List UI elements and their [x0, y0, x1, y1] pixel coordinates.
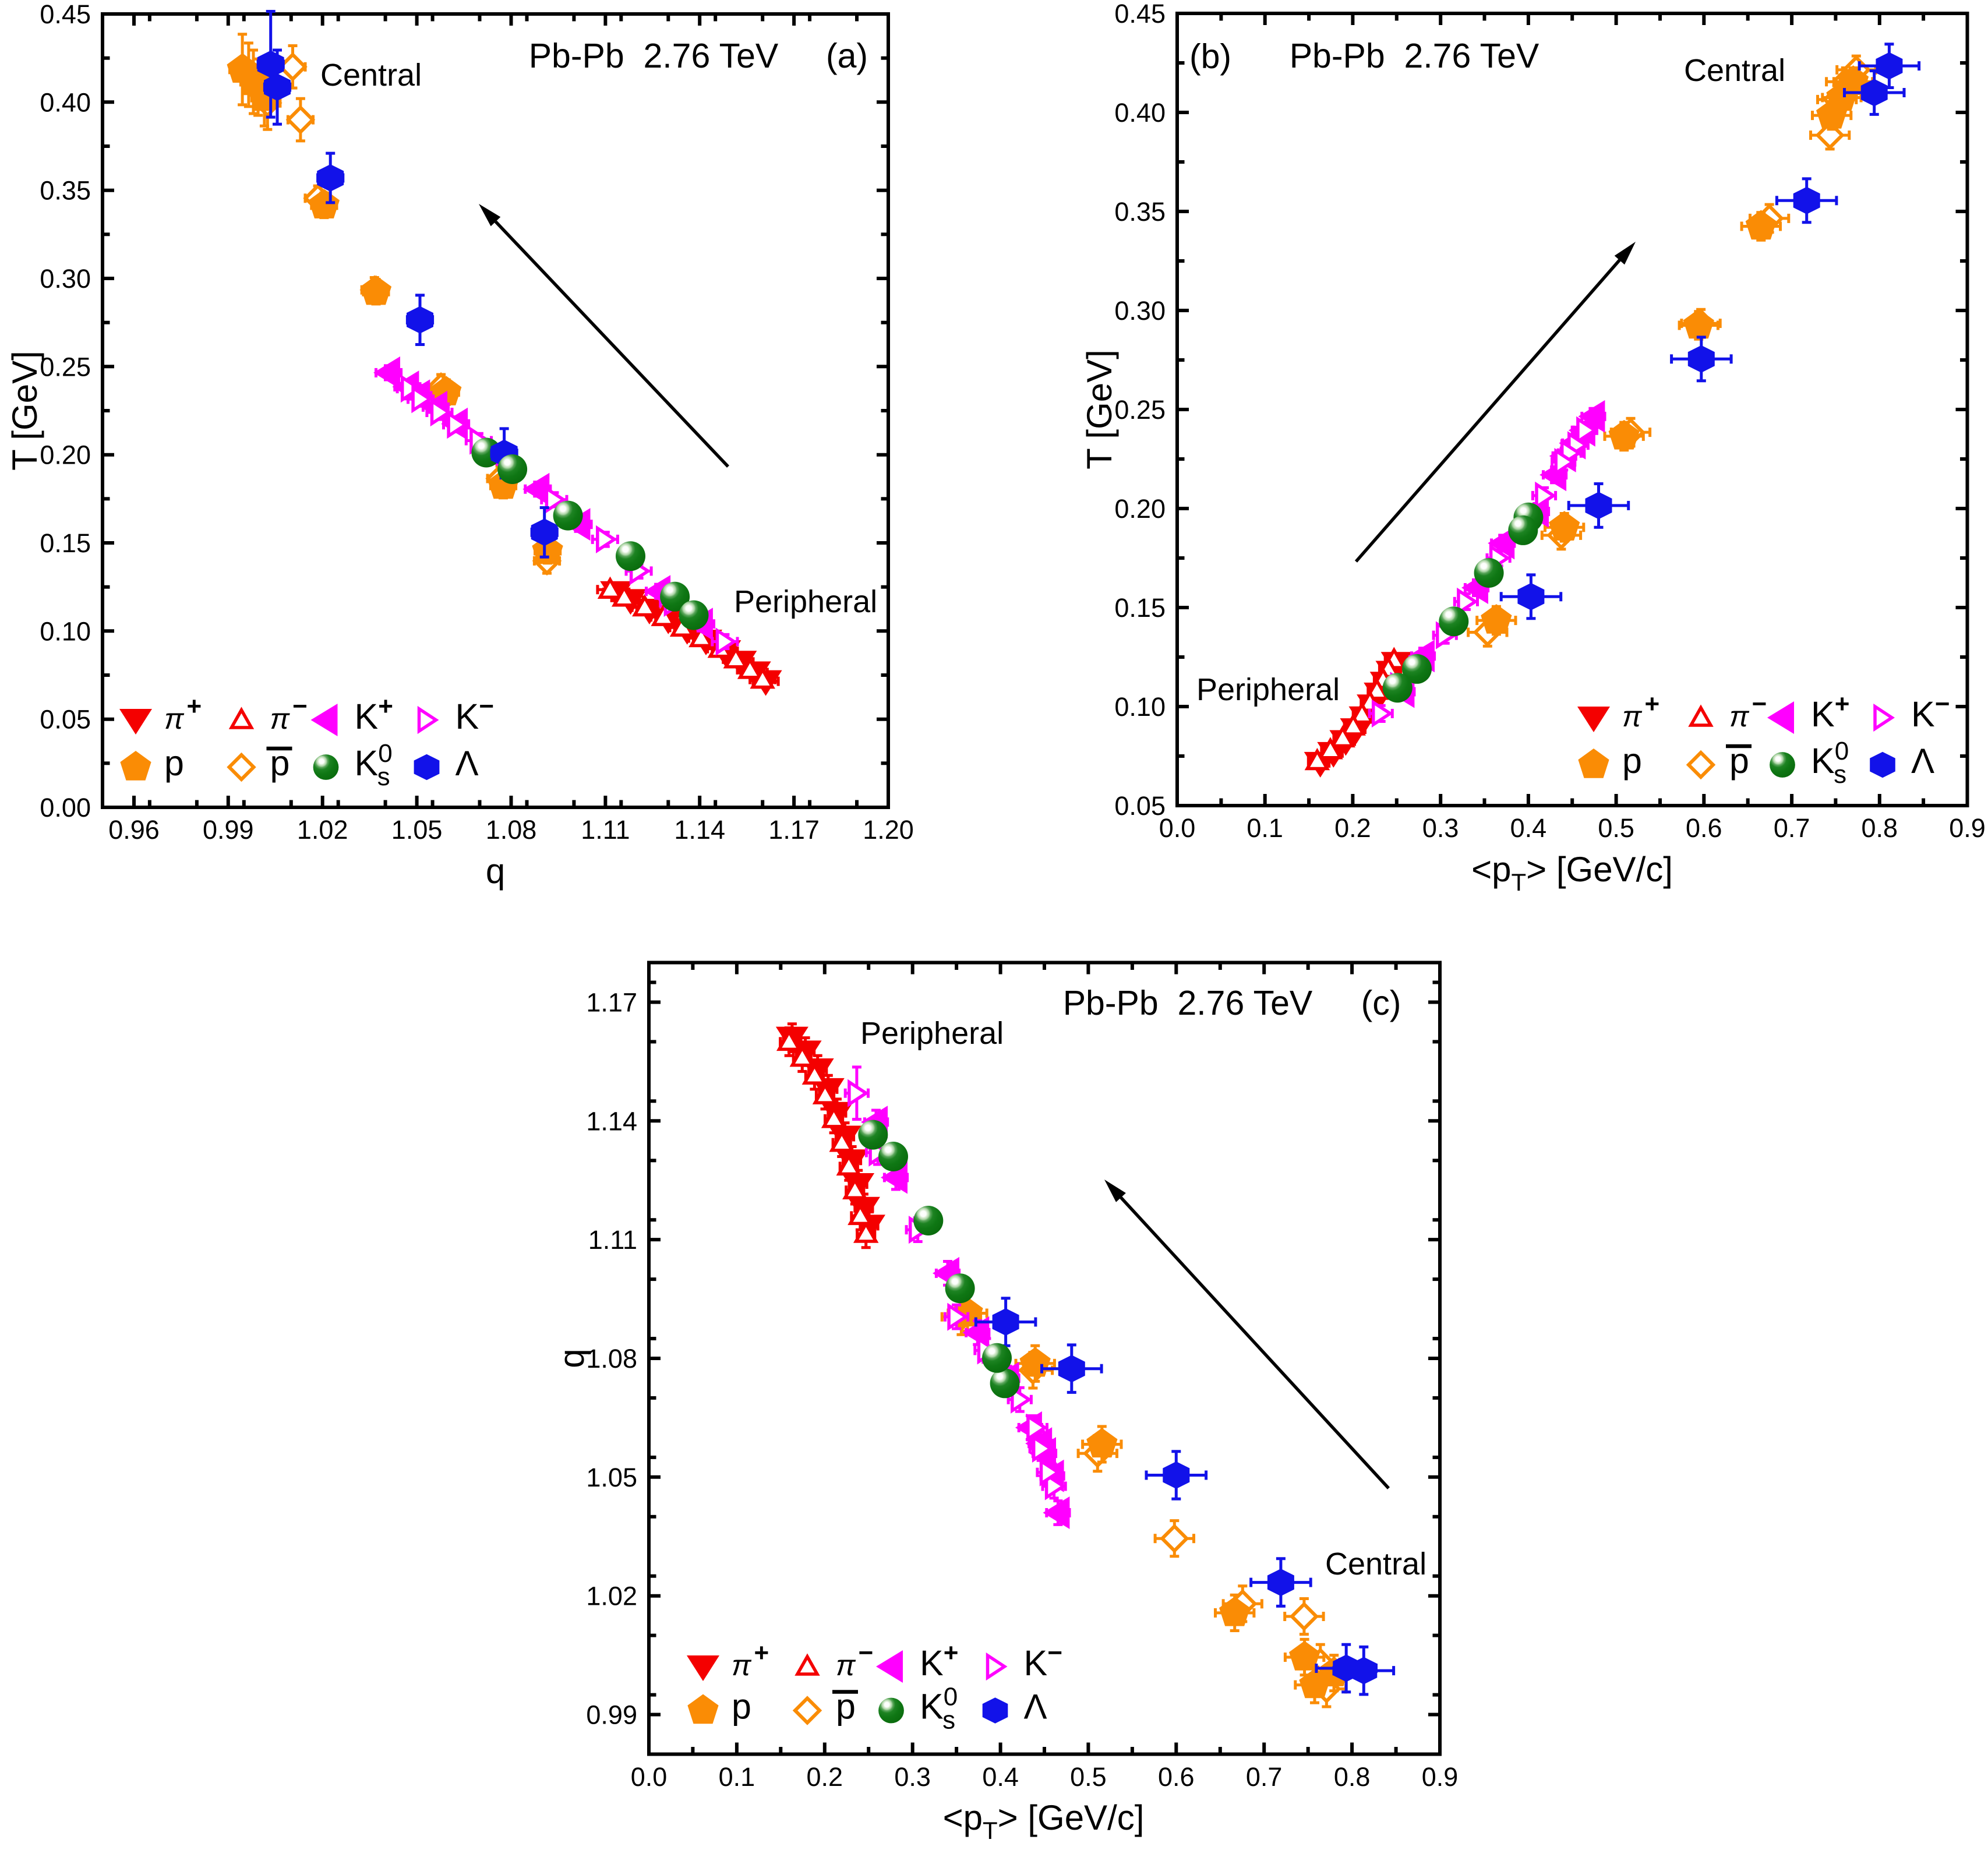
svg-text:(b): (b)	[1189, 37, 1231, 76]
svg-text:<pT> [GeV/c]: <pT> [GeV/c]	[1471, 850, 1673, 896]
svg-text:0.15: 0.15	[1114, 593, 1166, 623]
svg-text:0.4: 0.4	[1510, 813, 1547, 843]
svg-text:Peripheral: Peripheral	[860, 1016, 1004, 1051]
svg-text:0.2: 0.2	[807, 1762, 843, 1792]
svg-text:0.4: 0.4	[982, 1762, 1019, 1792]
svg-text:<pT> [GeV/c]: <pT> [GeV/c]	[943, 1798, 1145, 1844]
svg-text:0.45: 0.45	[1114, 0, 1166, 29]
svg-text:0.5: 0.5	[1070, 1762, 1107, 1792]
svg-text:0.5: 0.5	[1598, 813, 1634, 843]
svg-text:0.7: 0.7	[1774, 813, 1810, 843]
svg-text:q: q	[486, 852, 505, 891]
svg-text:1.02: 1.02	[586, 1581, 637, 1611]
svg-text:q: q	[552, 1348, 591, 1368]
svg-text:0.35: 0.35	[40, 176, 91, 206]
svg-text:0.00: 0.00	[40, 793, 91, 822]
svg-text:Central: Central	[320, 58, 422, 93]
svg-text:1.11: 1.11	[581, 815, 630, 845]
svg-text:Central: Central	[1325, 1547, 1426, 1581]
svg-text:Pb-Pb 2.76 TeV: Pb-Pb 2.76 TeV	[1290, 37, 1539, 75]
svg-text:0.6: 0.6	[1158, 1762, 1195, 1792]
svg-text:0.99: 0.99	[586, 1700, 637, 1730]
svg-text:1.02: 1.02	[297, 815, 348, 845]
svg-text:0.6: 0.6	[1686, 813, 1722, 843]
svg-text:0.99: 0.99	[203, 815, 254, 845]
svg-text:1.17: 1.17	[586, 988, 637, 1018]
svg-text:Central: Central	[1684, 53, 1785, 88]
svg-text:0.1: 0.1	[719, 1762, 755, 1792]
svg-text:0.8: 0.8	[1334, 1762, 1371, 1792]
svg-text:K0s: K0 s	[1811, 737, 1849, 789]
svg-text:0.10: 0.10	[1114, 692, 1166, 722]
svg-text:1.14: 1.14	[674, 815, 725, 845]
svg-text:0.3: 0.3	[1422, 813, 1459, 843]
svg-text:T [GeV]: T [GeV]	[1080, 349, 1119, 469]
svg-text:p: p	[732, 1687, 751, 1727]
svg-text:K0s: K0 s	[355, 739, 393, 791]
svg-text:0.45: 0.45	[40, 0, 91, 29]
svg-text:0.40: 0.40	[40, 87, 91, 117]
svg-text:Λ: Λ	[1024, 1687, 1047, 1727]
svg-text:0.1: 0.1	[1247, 813, 1283, 843]
svg-text:0.20: 0.20	[1114, 494, 1166, 524]
svg-text:1.11: 1.11	[588, 1225, 637, 1255]
svg-text:0.30: 0.30	[40, 264, 91, 294]
svg-text:0.9: 0.9	[1949, 813, 1986, 843]
svg-text:1.05: 1.05	[586, 1463, 637, 1492]
svg-text:Pb-Pb 2.76 TeV: Pb-Pb 2.76 TeV	[1063, 984, 1313, 1022]
svg-text:K0s: K0 s	[920, 1683, 958, 1735]
svg-text:0.05: 0.05	[1114, 791, 1166, 821]
svg-text:0.0: 0.0	[1159, 813, 1196, 843]
svg-text:0.20: 0.20	[40, 440, 91, 470]
svg-text:0.30: 0.30	[1114, 296, 1166, 326]
svg-text:0.96: 0.96	[108, 815, 160, 845]
svg-text:0.0: 0.0	[631, 1762, 668, 1792]
svg-text:Λ: Λ	[455, 744, 479, 783]
svg-text:p: p	[164, 743, 184, 783]
svg-text:0.25: 0.25	[1114, 395, 1166, 425]
svg-text:0.40: 0.40	[1114, 98, 1166, 128]
svg-text:0.10: 0.10	[40, 616, 91, 646]
svg-text:0.8: 0.8	[1862, 813, 1898, 843]
svg-text:1.05: 1.05	[391, 815, 443, 845]
svg-text:1.20: 1.20	[863, 815, 914, 845]
svg-text:Peripheral: Peripheral	[734, 584, 877, 619]
svg-text:Peripheral: Peripheral	[1196, 672, 1340, 707]
svg-text:1.08: 1.08	[586, 1344, 637, 1374]
svg-text:0.15: 0.15	[40, 528, 91, 558]
svg-text:0.35: 0.35	[1114, 197, 1166, 227]
svg-text:0.9: 0.9	[1422, 1762, 1459, 1792]
svg-text:K−: K−	[455, 692, 494, 736]
svg-text:(a): (a)	[826, 37, 868, 75]
svg-text:0.2: 0.2	[1334, 813, 1371, 843]
svg-text:0.3: 0.3	[894, 1762, 931, 1792]
svg-text:1.17: 1.17	[768, 815, 820, 845]
svg-text:0.05: 0.05	[40, 705, 91, 735]
svg-text:1.14: 1.14	[586, 1106, 637, 1136]
svg-text:Pb-Pb 2.76 TeV: Pb-Pb 2.76 TeV	[529, 37, 779, 75]
svg-text:p: p	[1622, 741, 1642, 781]
svg-text:Λ: Λ	[1911, 742, 1934, 781]
svg-text:0.25: 0.25	[40, 352, 91, 382]
svg-text:1.08: 1.08	[486, 815, 537, 845]
svg-text:(c): (c)	[1361, 984, 1401, 1022]
svg-text:T [GeV]: T [GeV]	[5, 351, 44, 471]
svg-text:0.7: 0.7	[1246, 1762, 1283, 1792]
